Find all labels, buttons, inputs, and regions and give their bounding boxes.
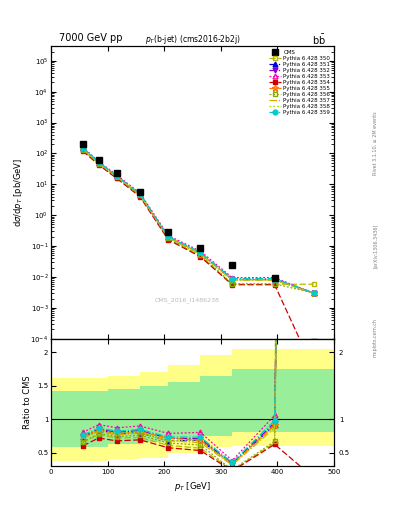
Text: mcplots.cern.ch: mcplots.cern.ch xyxy=(373,318,378,357)
Text: b$\bar{\rm b}$: b$\bar{\rm b}$ xyxy=(312,33,326,47)
Title: $p_T$(b-jet) (cms2016-2b2j): $p_T$(b-jet) (cms2016-2b2j) xyxy=(145,33,241,46)
Y-axis label: d$\sigma$/d$p_T$ [pb/GeV]: d$\sigma$/d$p_T$ [pb/GeV] xyxy=(12,158,25,227)
Text: Rivet 3.1.10, ≥ 2M events: Rivet 3.1.10, ≥ 2M events xyxy=(373,112,378,175)
Y-axis label: Ratio to CMS: Ratio to CMS xyxy=(23,375,31,429)
Legend: CMS, Pythia 6.428 350, Pythia 6.428 351, Pythia 6.428 352, Pythia 6.428 353, Pyt: CMS, Pythia 6.428 350, Pythia 6.428 351,… xyxy=(268,49,331,116)
Text: [arXiv:1306.3436]: [arXiv:1306.3436] xyxy=(373,224,378,268)
Text: 7000 GeV pp: 7000 GeV pp xyxy=(59,33,123,44)
X-axis label: $p_T$ [GeV]: $p_T$ [GeV] xyxy=(174,480,211,493)
Text: CMS_2016_I1486238: CMS_2016_I1486238 xyxy=(154,298,219,304)
